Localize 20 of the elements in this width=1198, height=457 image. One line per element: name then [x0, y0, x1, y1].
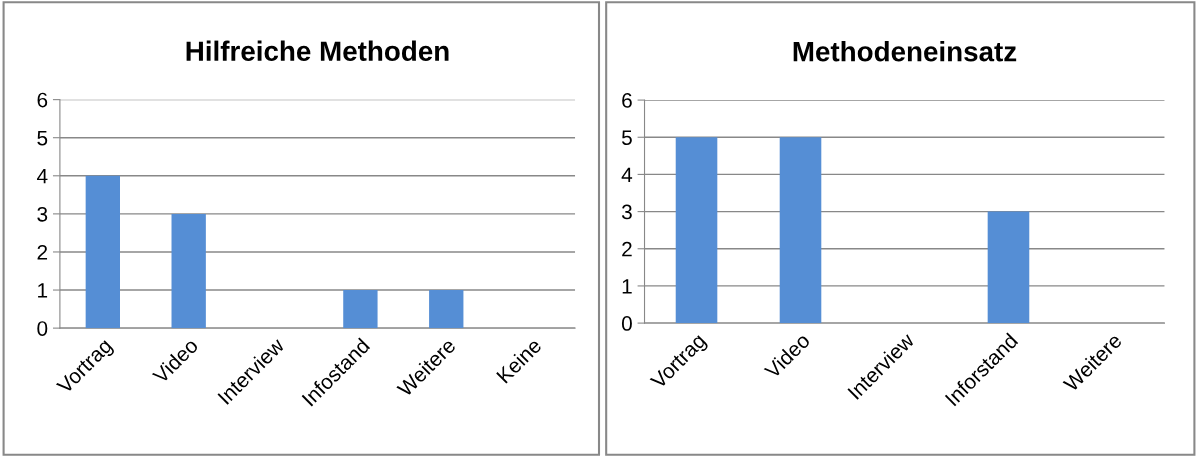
y-tick-label: 2	[37, 244, 48, 260]
y-tick-label: 1	[38, 283, 48, 298]
bar	[429, 290, 464, 329]
y-tick-label: 6	[37, 92, 48, 108]
y-tick-label: 0	[37, 321, 48, 336]
chart-title: Hilfreiche Methoden	[186, 40, 449, 62]
y-tick-label: 3	[37, 206, 48, 222]
chart-title: Methodeneinsatz	[793, 41, 1017, 62]
bar	[85, 175, 120, 329]
y-tick-label: 6	[622, 93, 632, 108]
y-tick-label: 1	[622, 279, 632, 294]
bar	[343, 290, 378, 329]
y-tick-label: 5	[37, 130, 48, 146]
y-tick-label: 2	[622, 241, 632, 257]
y-tick-label: 4	[621, 167, 633, 182]
y-tick-label: 3	[621, 204, 632, 220]
y-tick-label: 5	[621, 130, 632, 146]
y-tick-label: 4	[36, 169, 48, 184]
bar	[171, 213, 206, 329]
y-tick-label: 0	[621, 316, 632, 331]
